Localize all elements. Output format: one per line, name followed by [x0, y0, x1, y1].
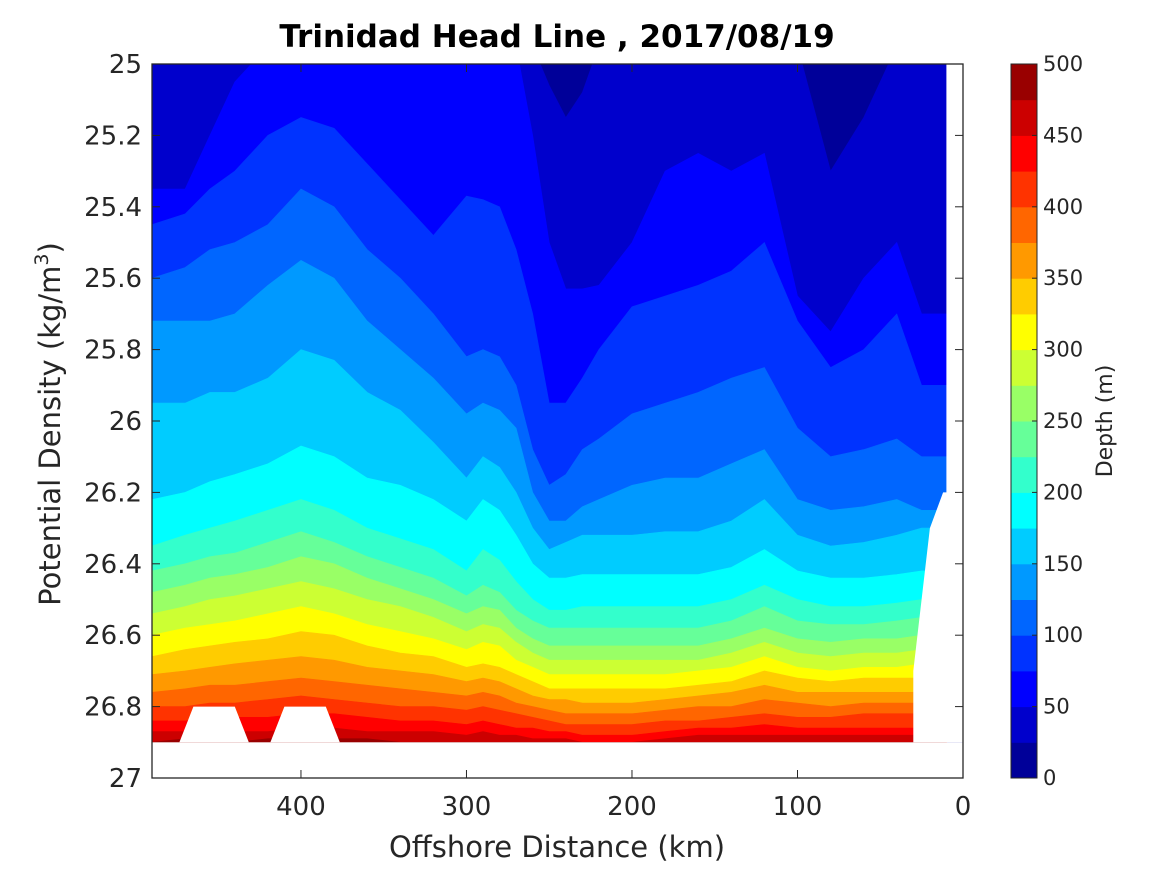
colorbar-tick-label: 500	[1043, 52, 1083, 76]
x-tick-label: 400	[276, 792, 326, 822]
x-tick-label: 0	[955, 792, 972, 822]
colorbar-swatch	[1011, 206, 1037, 243]
y-tick-label: 27	[109, 764, 142, 794]
colorbar-tick-label: 350	[1043, 266, 1083, 290]
colorbar-tick-label: 50	[1043, 695, 1070, 719]
plot-area: 400 300 200 100 0 25 25.2 25.4 25.6 25.8 26 26.2 26…	[84, 50, 971, 822]
colorbar-swatch	[1011, 670, 1037, 708]
colorbar-tick-label: 400	[1043, 195, 1083, 219]
colorbar-swatch	[1011, 456, 1037, 493]
colorbar-swatch	[1011, 706, 1037, 743]
no-data-region	[179, 706, 249, 743]
x-tick-label: 100	[773, 792, 823, 822]
colorbar-swatches	[1011, 64, 1037, 779]
colorbar-swatch	[1011, 278, 1037, 315]
colorbar-swatch	[1011, 528, 1037, 565]
x-axis-label: Offshore Distance (km)	[389, 830, 725, 864]
colorbar-swatch	[1011, 171, 1037, 208]
y-axis-label-text: Potential Density (kg/m	[33, 266, 67, 606]
y-tick-label: 25.4	[84, 193, 142, 223]
chart-title: Trinidad Head Line , 2017/08/19	[279, 19, 834, 55]
y-tick-label: 26.6	[84, 621, 142, 651]
colorbar-swatch	[1011, 742, 1037, 779]
x-axis: 400 300 200 100 0	[276, 64, 971, 822]
y-axis-label: Potential Density (kg/m3)	[31, 242, 67, 606]
y-tick-label: 25.8	[84, 336, 142, 366]
colorbar-swatch	[1011, 135, 1037, 172]
colorbar-swatch	[1011, 599, 1037, 636]
y-axis: 25 25.2 25.4 25.6 25.8 26 26.2 26.4 26.6 26.8 27	[84, 50, 963, 794]
y-tick-label: 25.6	[84, 264, 142, 294]
bottom-no-data	[152, 742, 963, 778]
colorbar-swatch	[1011, 385, 1037, 422]
x-tick-label: 300	[442, 792, 492, 822]
y-tick-label: 26.8	[84, 693, 142, 723]
colorbar-tick-label: 100	[1043, 623, 1083, 647]
contour-fills	[152, 64, 963, 743]
colorbar: 0 50 100 150 200 250 300 350 400 450 500 Depth (m)	[1010, 52, 1118, 790]
colorbar-swatch	[1011, 313, 1037, 351]
colorbar-ticks: 0 50 100 150 200 250 300 350 400 450 500	[1032, 52, 1083, 790]
colorbar-label: Depth (m)	[1093, 365, 1118, 478]
no-data-regions	[152, 64, 963, 778]
y-axis-label-close: )	[33, 242, 67, 253]
colorbar-swatch	[1011, 64, 1037, 101]
colorbar-tick-label: 0	[1043, 766, 1056, 790]
colorbar-swatch	[1011, 421, 1037, 458]
colorbar-swatch	[1011, 635, 1037, 672]
y-tick-label: 26.4	[84, 550, 142, 580]
colorbar-tick-label: 450	[1043, 123, 1083, 147]
x-tick-label: 200	[607, 792, 657, 822]
colorbar-tick-label: 250	[1043, 409, 1083, 433]
colorbar-tick-label: 200	[1043, 480, 1083, 504]
colorbar-swatch	[1011, 492, 1037, 529]
y-tick-label: 26.2	[84, 478, 142, 508]
colorbar-swatch	[1011, 563, 1037, 600]
no-data-region	[270, 706, 340, 743]
colorbar-swatch	[1011, 242, 1037, 279]
colorbar-tick-label: 300	[1043, 338, 1083, 362]
colorbar-swatch	[1011, 99, 1037, 136]
y-tick-label: 25.2	[84, 121, 142, 151]
y-axis-label-superscript: 3	[31, 253, 53, 265]
colorbar-swatch	[1011, 349, 1037, 386]
colorbar-tick-label: 150	[1043, 552, 1083, 576]
nearshore-no-data	[913, 64, 963, 743]
y-tick-label: 26	[109, 407, 142, 437]
y-tick-label: 25	[109, 50, 142, 80]
